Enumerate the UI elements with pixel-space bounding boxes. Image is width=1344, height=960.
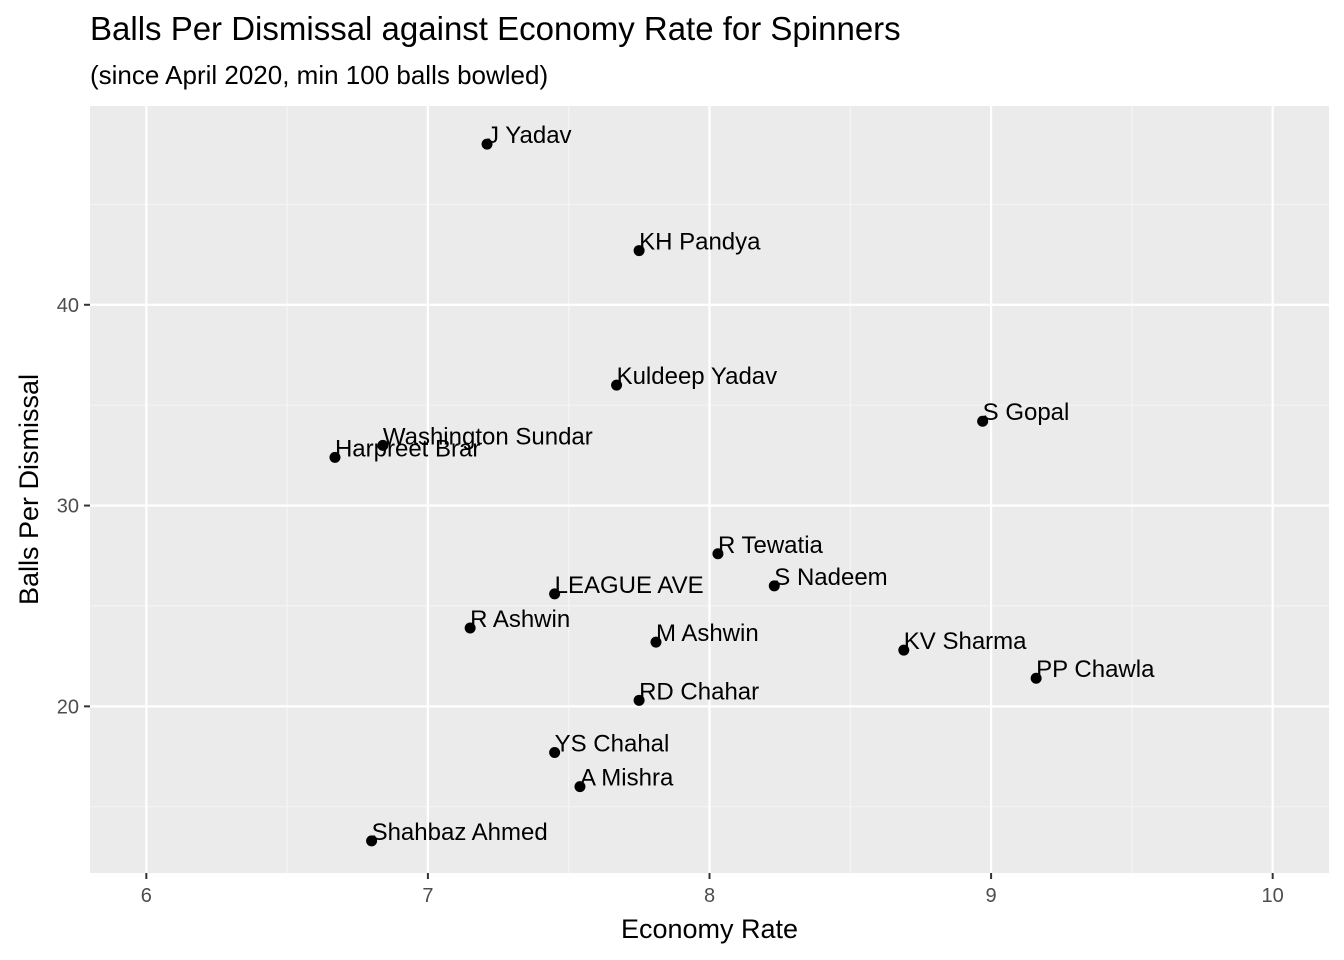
point-label: R Tewatia bbox=[718, 532, 824, 559]
data-point bbox=[633, 245, 645, 257]
x-tick-label: 6 bbox=[141, 885, 152, 907]
point-label: R Ashwin bbox=[470, 606, 570, 633]
data-point bbox=[650, 636, 662, 648]
x-tick-label: 9 bbox=[986, 885, 997, 907]
data-point bbox=[977, 415, 989, 427]
data-point bbox=[329, 451, 341, 463]
x-axis-title: Economy Rate bbox=[621, 914, 798, 944]
data-point bbox=[377, 439, 389, 451]
point-label: RD Chahar bbox=[639, 678, 759, 705]
data-point bbox=[366, 835, 378, 847]
point-label: YS Chahal bbox=[555, 731, 670, 758]
x-tick-label: 8 bbox=[704, 885, 715, 907]
data-point bbox=[549, 588, 561, 600]
point-label: A Mishra bbox=[580, 765, 674, 792]
chart-title: Balls Per Dismissal against Economy Rate… bbox=[90, 10, 901, 47]
data-point bbox=[768, 580, 780, 592]
x-tick-label: 7 bbox=[422, 885, 433, 907]
point-label: S Gopal bbox=[983, 399, 1070, 426]
point-label: KH Pandya bbox=[639, 229, 761, 256]
point-label: S Nadeem bbox=[774, 564, 887, 591]
chart-subtitle: (since April 2020, min 100 balls bowled) bbox=[90, 60, 549, 90]
y-axis-title: Balls Per Dismissal bbox=[14, 374, 44, 605]
data-point bbox=[574, 781, 586, 793]
point-label: Harpreet Brar bbox=[335, 435, 480, 462]
data-point bbox=[481, 138, 493, 150]
y-tick-label: 20 bbox=[57, 696, 79, 718]
point-label: J Yadav bbox=[487, 122, 572, 149]
data-point bbox=[611, 379, 623, 391]
point-label: LEAGUE AVE bbox=[555, 572, 704, 599]
y-tick-label: 40 bbox=[57, 295, 79, 317]
data-point bbox=[1030, 672, 1042, 684]
point-label: Kuldeep Yadav bbox=[617, 363, 778, 390]
point-label: M Ashwin bbox=[656, 620, 759, 647]
point-label: Shahbaz Ahmed bbox=[372, 819, 548, 846]
data-point bbox=[898, 644, 910, 656]
data-point bbox=[464, 622, 476, 634]
x-tick-label: 10 bbox=[1262, 885, 1284, 907]
point-label: KV Sharma bbox=[904, 628, 1027, 655]
data-point bbox=[633, 694, 645, 706]
point-label: Washington Sundar bbox=[383, 423, 593, 450]
y-tick-label: 30 bbox=[57, 496, 79, 518]
point-label: PP Chawla bbox=[1036, 656, 1155, 683]
data-point bbox=[549, 747, 561, 759]
data-point bbox=[712, 548, 724, 560]
